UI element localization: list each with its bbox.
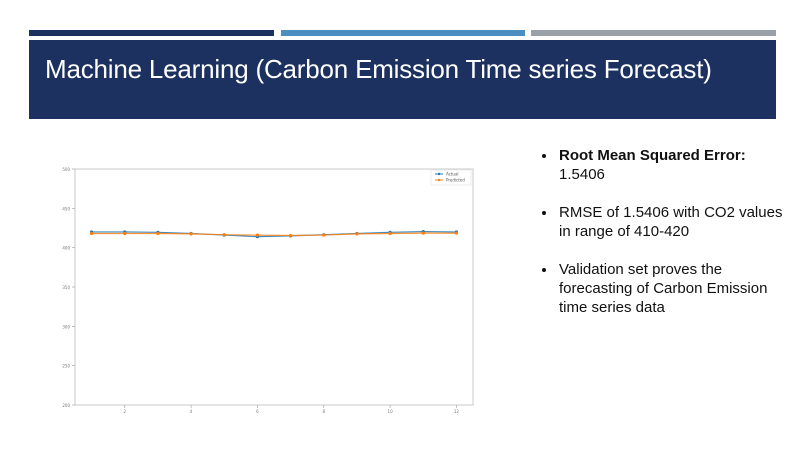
accent-bar-gray [531,30,776,36]
bullet-text: RMSE of 1.5406 with CO2 values in range … [559,204,783,240]
series-line-actual [91,230,457,238]
bullet-validation: Validation set proves the forecasting of… [540,260,790,317]
legend-label: Actual [446,172,459,177]
y-tick-label: 300 [62,324,70,329]
data-point-marker [123,231,127,236]
data-point-marker [421,231,425,235]
chart-canvas: 200 250 300 350 400 450 500 2 4 6 8 10 12 ActualPredi… [62,167,474,414]
accent-bar-navy [29,30,274,36]
x-tick-label: 2 [123,409,126,414]
bullet-heading: Root Mean Squared Error: [559,147,746,164]
data-point-marker [189,232,193,236]
bullet-dot-icon [542,154,546,158]
x-tick-label: 8 [322,409,325,414]
data-point-marker [388,231,392,236]
data-point-marker [454,231,459,235]
x-tick-label: 6 [256,409,259,414]
forecast-line-chart: 200 250 300 350 400 450 500 2 4 6 8 10 12 Actual Predi… [20,160,490,430]
bullet-text: Validation set proves the forecasting of… [559,261,768,316]
x-tick-label: 10 [388,409,394,414]
bullet-dot-icon [542,268,546,272]
y-tick-label: 350 [62,285,70,290]
data-point-marker [355,232,359,236]
legend-marker-icon [437,178,441,182]
y-tick-label: 400 [62,246,70,251]
legend-label: Predicted [446,178,465,183]
plot-frame [74,168,474,406]
y-tick-label: 500 [62,167,70,172]
bullet-list: Root Mean Squared Error: 1.5406 RMSE of … [540,146,790,336]
data-point-marker [89,231,94,236]
x-tick-label: 12 [454,409,460,414]
data-point-marker [255,233,260,237]
bullet-dot-icon [542,211,546,215]
title-banner: Machine Learning (Carbon Emission Time s… [29,40,776,119]
y-tick-label: 200 [62,403,70,408]
slide-title: Machine Learning (Carbon Emission Time s… [45,54,712,84]
accent-bar-blue [281,30,525,36]
data-point-marker [222,233,226,237]
data-point-marker [322,233,326,237]
y-tick-label: 450 [62,206,70,211]
bullet-range: RMSE of 1.5406 with CO2 values in range … [540,203,790,241]
series-line-predicted [91,232,457,237]
data-point-marker [288,233,293,238]
x-tick-label: 4 [190,409,193,414]
y-tick-label: 250 [62,364,70,369]
data-point-marker [156,231,160,236]
bullet-rmse: Root Mean Squared Error: 1.5406 [540,146,790,184]
legend-marker-icon [437,172,441,176]
bullet-text: 1.5406 [559,166,605,183]
